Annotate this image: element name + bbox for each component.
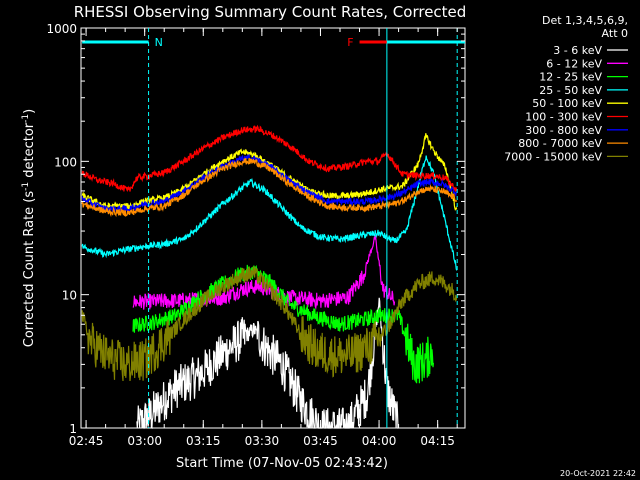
- y-tick-label: 10: [62, 289, 77, 303]
- footer-timestamp: 20-Oct-2021 22:42: [560, 469, 636, 478]
- legend-label: 3 - 6 keV: [553, 44, 602, 57]
- series-trace: [136, 297, 399, 429]
- legend-label: 50 - 100 keV: [532, 97, 602, 110]
- y-axis-label-part-4: ): [22, 109, 37, 114]
- x-axis-label: Start Time (07-Nov-05 02:43:42): [176, 456, 388, 471]
- x-tick-label: 03:45: [303, 434, 338, 448]
- series-trace: [81, 124, 458, 193]
- x-tick-label: 04:00: [362, 434, 397, 448]
- annotation-label: N: [155, 36, 163, 49]
- legend-label: 6 - 12 keV: [546, 57, 602, 70]
- x-tick-label: 02:45: [69, 434, 104, 448]
- x-tick-label: 03:00: [127, 434, 162, 448]
- y-axis-label-part-2: detector: [22, 122, 37, 182]
- legend-label: 12 - 25 keV: [539, 71, 602, 84]
- axis-layer: 1 10 100 1000 02:45 03:00 03:15 03:30 03:45 04:00…: [46, 22, 465, 448]
- y-tick-label: 100: [54, 155, 77, 169]
- series-trace: [81, 158, 458, 218]
- series-trace: [132, 264, 434, 384]
- x-tick-label: 04:15: [420, 434, 455, 448]
- series-trace: [81, 266, 458, 382]
- series-trace: [81, 155, 458, 271]
- legend-label: 25 - 50 keV: [539, 84, 602, 97]
- series-layer: [81, 124, 458, 429]
- legend-label: 300 - 800 keV: [525, 124, 602, 137]
- legend-label: 800 - 7000 keV: [518, 137, 602, 150]
- x-tick-label: 03:15: [186, 434, 221, 448]
- y-axis-label: Corrected Count Rate (s-1 detector-1): [21, 109, 37, 347]
- legend-label: 100 - 300 keV: [525, 111, 602, 124]
- chart-title: RHESSI Observing Summary Count Rates, Co…: [74, 3, 467, 21]
- plot-frame: [80, 27, 466, 429]
- annotation-label: F: [347, 36, 353, 49]
- legend-label: 7000 - 15000 keV: [504, 150, 602, 163]
- legend-header-line-2: Att 0: [602, 27, 628, 40]
- y-axis-label-part-3: -1: [21, 114, 31, 123]
- x-tick-label: 03:30: [245, 434, 280, 448]
- y-tick-label: 1000: [46, 22, 77, 36]
- legend-header-line-1: Det 1,3,4,5,6,9,: [542, 14, 628, 27]
- y-axis-label-part-1: -1: [21, 182, 31, 191]
- series-trace: [81, 153, 458, 214]
- y-tick-label: 1: [69, 422, 77, 436]
- y-axis-label-part-0: Corrected Count Rate (s: [22, 191, 37, 348]
- series-trace: [132, 235, 396, 310]
